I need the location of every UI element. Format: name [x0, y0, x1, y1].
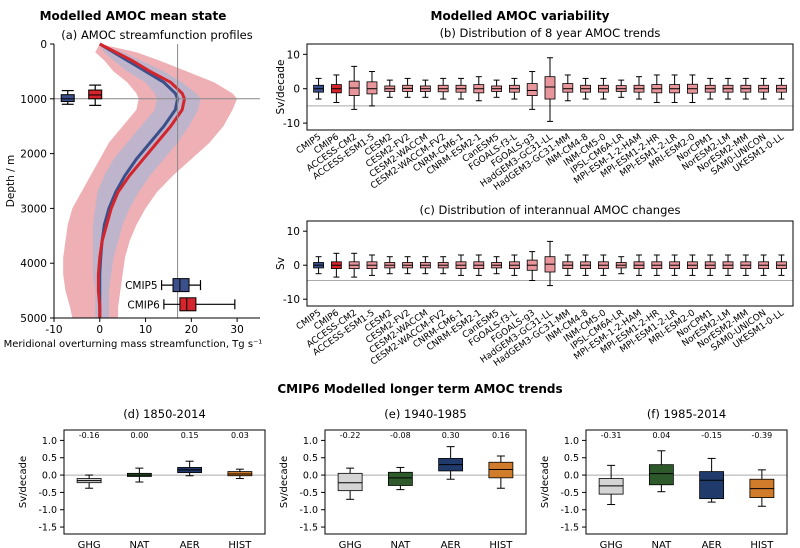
tick-label-y: 1.0	[564, 436, 579, 447]
box-nat	[648, 464, 674, 486]
tick-label-y: 0.0	[564, 471, 579, 482]
box-fgoals-g3	[526, 83, 538, 96]
tick-label-y: -1.5	[299, 523, 318, 534]
tick-label-x: 30	[230, 324, 243, 336]
plot-frame	[306, 220, 794, 307]
tick-label-y: 1.0	[303, 436, 318, 447]
tick-label-y: -0.5	[560, 488, 579, 499]
plot-frame	[63, 429, 266, 535]
tick-label-x: GHG	[78, 540, 101, 548]
box-cmip5	[172, 278, 190, 293]
box-cmip6	[179, 297, 197, 312]
axis-label-y: Sv	[275, 257, 287, 270]
axis-label-y: Depth / m	[5, 155, 17, 207]
box-hist	[488, 461, 514, 479]
tick-label-y: -10	[283, 294, 300, 306]
tick-label-x: NAT	[652, 540, 673, 548]
panel-a-title: (a) AMOC streamfunction profiles	[61, 28, 252, 42]
tick-label-y: 0	[293, 84, 300, 96]
label-cmip5: CMIP5	[125, 280, 158, 292]
tick-label-y: -1.0	[299, 505, 318, 516]
panel-d-title: (d) 1850-2014	[123, 407, 206, 421]
tick-label-y: 0.5	[564, 453, 579, 464]
tick-label-y: 10	[287, 49, 300, 61]
tick-label-y: 1.0	[42, 436, 57, 447]
panel-f-title: (f) 1985-2014	[647, 407, 726, 421]
annotation-value: -0.08	[390, 431, 411, 440]
axis-label-y: Sv/decade	[275, 60, 287, 115]
tick-label-x: HIST	[750, 540, 774, 548]
box-cmip5	[60, 94, 75, 103]
box-ghg	[598, 478, 624, 495]
tick-label-y: 2000	[20, 149, 47, 161]
tick-label-y: 5000	[20, 313, 47, 325]
annotation-value: -0.15	[701, 431, 722, 440]
tick-label-x: 0	[96, 324, 103, 336]
box-nat	[387, 471, 413, 486]
tick-label-y: -1.5	[38, 523, 57, 534]
tick-label-x: AER	[180, 540, 200, 548]
tick-label-y: 0.5	[303, 453, 318, 464]
tick-label-x: NAT	[130, 540, 151, 548]
panels: (a) AMOC streamfunction profiles CMIP5 CMI…	[4, 26, 794, 548]
tick-label-x: GHG	[339, 540, 362, 548]
plot-frame	[585, 429, 788, 535]
box-cmip6	[88, 89, 103, 100]
tick-label-x: HIST	[228, 540, 252, 548]
tick-label-y: -10	[283, 118, 300, 130]
tick-label-x: -10	[45, 324, 62, 336]
title-right: Modelled AMOC variability	[431, 9, 610, 23]
annotation-value: 0.00	[130, 431, 148, 440]
tick-label-y: 0	[293, 260, 300, 272]
tick-label-y: -0.5	[38, 488, 57, 499]
box-ghg	[337, 472, 363, 492]
tick-label-y: 0.0	[303, 471, 318, 482]
tick-label-y: 0	[40, 39, 47, 51]
tick-label-y: -1.0	[560, 505, 579, 516]
annotation-value: 0.03	[231, 431, 249, 440]
annotation-value: 0.16	[492, 431, 510, 440]
tick-label-y: 3000	[20, 203, 47, 215]
tick-label-y: 1000	[20, 94, 47, 106]
box-hadgem3-gc31-ll	[544, 76, 556, 100]
tick-label-y: 4000	[20, 258, 47, 270]
annotation-value: -0.22	[340, 431, 361, 440]
tick-label-x: HIST	[489, 540, 513, 548]
annotation-value: 0.30	[442, 431, 460, 440]
annotation-value: -0.16	[79, 431, 100, 440]
title-bottom: CMIP6 Modelled longer term AMOC trends	[277, 382, 562, 396]
tick-label-x: AER	[441, 540, 461, 548]
panel-c-title: (c) Distribution of interannual AMOC cha…	[420, 203, 681, 217]
plot-frame	[324, 429, 527, 535]
tick-label-y: 0.0	[42, 471, 57, 482]
tick-label-x: AER	[702, 540, 722, 548]
axis-label-y: Sv/decade	[279, 456, 290, 508]
tick-label-y: -0.5	[299, 488, 318, 499]
axis-label-y: Sv/decade	[540, 456, 551, 508]
panel-e-title: (e) 1940-1985	[384, 407, 466, 421]
annotation-value: -0.31	[601, 431, 622, 440]
box-hadgem3-gc31-mm	[562, 83, 574, 93]
box-access-esm1-5	[366, 81, 378, 95]
line-cmip6	[96, 42, 187, 318]
axis-label-x: Meridional overturning mass streamfuncti…	[4, 339, 263, 350]
annotation-value: 0.15	[181, 431, 199, 440]
tick-label-x: 20	[185, 324, 198, 336]
title-left: Modelled AMOC mean state	[40, 9, 227, 23]
plot-frame	[306, 43, 794, 131]
tick-label-y: -1.5	[560, 523, 579, 534]
tick-label-x: GHG	[600, 540, 623, 548]
tick-label-y: 0.5	[42, 453, 57, 464]
panel-b-title: (b) Distribution of 8 year AMOC trends	[440, 26, 661, 40]
axis-label-y: Sv/decade	[18, 456, 29, 508]
tick-label-x: 10	[139, 324, 152, 336]
tick-label-y: 10	[287, 226, 300, 238]
tick-label-y: -1.0	[38, 505, 57, 516]
box-aer	[699, 471, 725, 500]
label-cmip6: CMIP6	[127, 299, 160, 311]
annotation-value: 0.04	[652, 431, 670, 440]
tick-label-x: NAT	[391, 540, 412, 548]
annotation-value: -0.39	[752, 431, 773, 440]
